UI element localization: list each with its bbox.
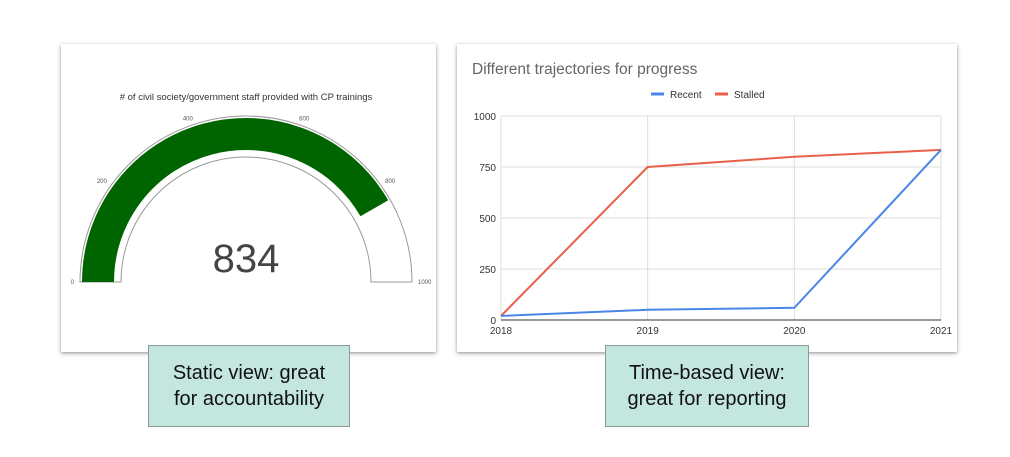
y-tick-label: 0 <box>490 316 496 327</box>
gauge-value-label: 834 <box>213 237 280 281</box>
caption-time-line-2: great for reporting <box>627 388 787 410</box>
y-tick-label: 500 <box>479 214 496 225</box>
gauge-chart: # of civil society/government staff prov… <box>71 92 432 286</box>
line-chart-card: Different trajectories for progress Recen… <box>457 44 957 352</box>
caption-static-line-1: Static view: great <box>172 362 326 384</box>
gauge-tick-label: 400 <box>183 116 194 122</box>
x-tick-label: 2019 <box>637 326 660 337</box>
y-tick-label: 750 <box>479 163 496 174</box>
x-tick-label: 2020 <box>783 326 806 337</box>
gauge-value-arc <box>82 118 389 283</box>
caption-static-line-2: for accountability <box>173 388 325 410</box>
x-tick-label: 2021 <box>930 326 953 337</box>
line-chart: Different trajectories for progress Recen… <box>472 61 953 337</box>
line-chart-title: Different trajectories for progress <box>472 61 698 78</box>
gauge-tick-label: 1000 <box>418 280 432 286</box>
legend-label: Stalled <box>734 90 765 101</box>
caption-static-view: Static view: great for accountability <box>148 345 350 427</box>
y-tick-label: 1000 <box>474 112 497 123</box>
series-line-recent <box>500 149 942 317</box>
gauge-tick-label: 200 <box>97 179 108 185</box>
caption-time-line-1: Time-based view: <box>629 362 785 384</box>
caption-time-based-view: Time-based view: great for reporting <box>605 345 809 427</box>
gauge-card: # of civil society/government staff prov… <box>61 44 436 352</box>
gauge-title: # of civil society/government staff prov… <box>120 92 373 103</box>
legend-item-stalled: Stalled <box>715 90 765 101</box>
legend-item-recent: Recent <box>651 90 702 101</box>
gauge-tick-label: 800 <box>385 179 396 185</box>
y-tick-label: 250 <box>479 265 496 276</box>
x-tick-label: 2018 <box>490 326 513 337</box>
legend-label: Recent <box>670 90 702 101</box>
series-line-stalled <box>500 148 942 317</box>
gauge-tick-label: 0 <box>71 280 75 286</box>
gauge-tick-label: 600 <box>299 116 310 122</box>
